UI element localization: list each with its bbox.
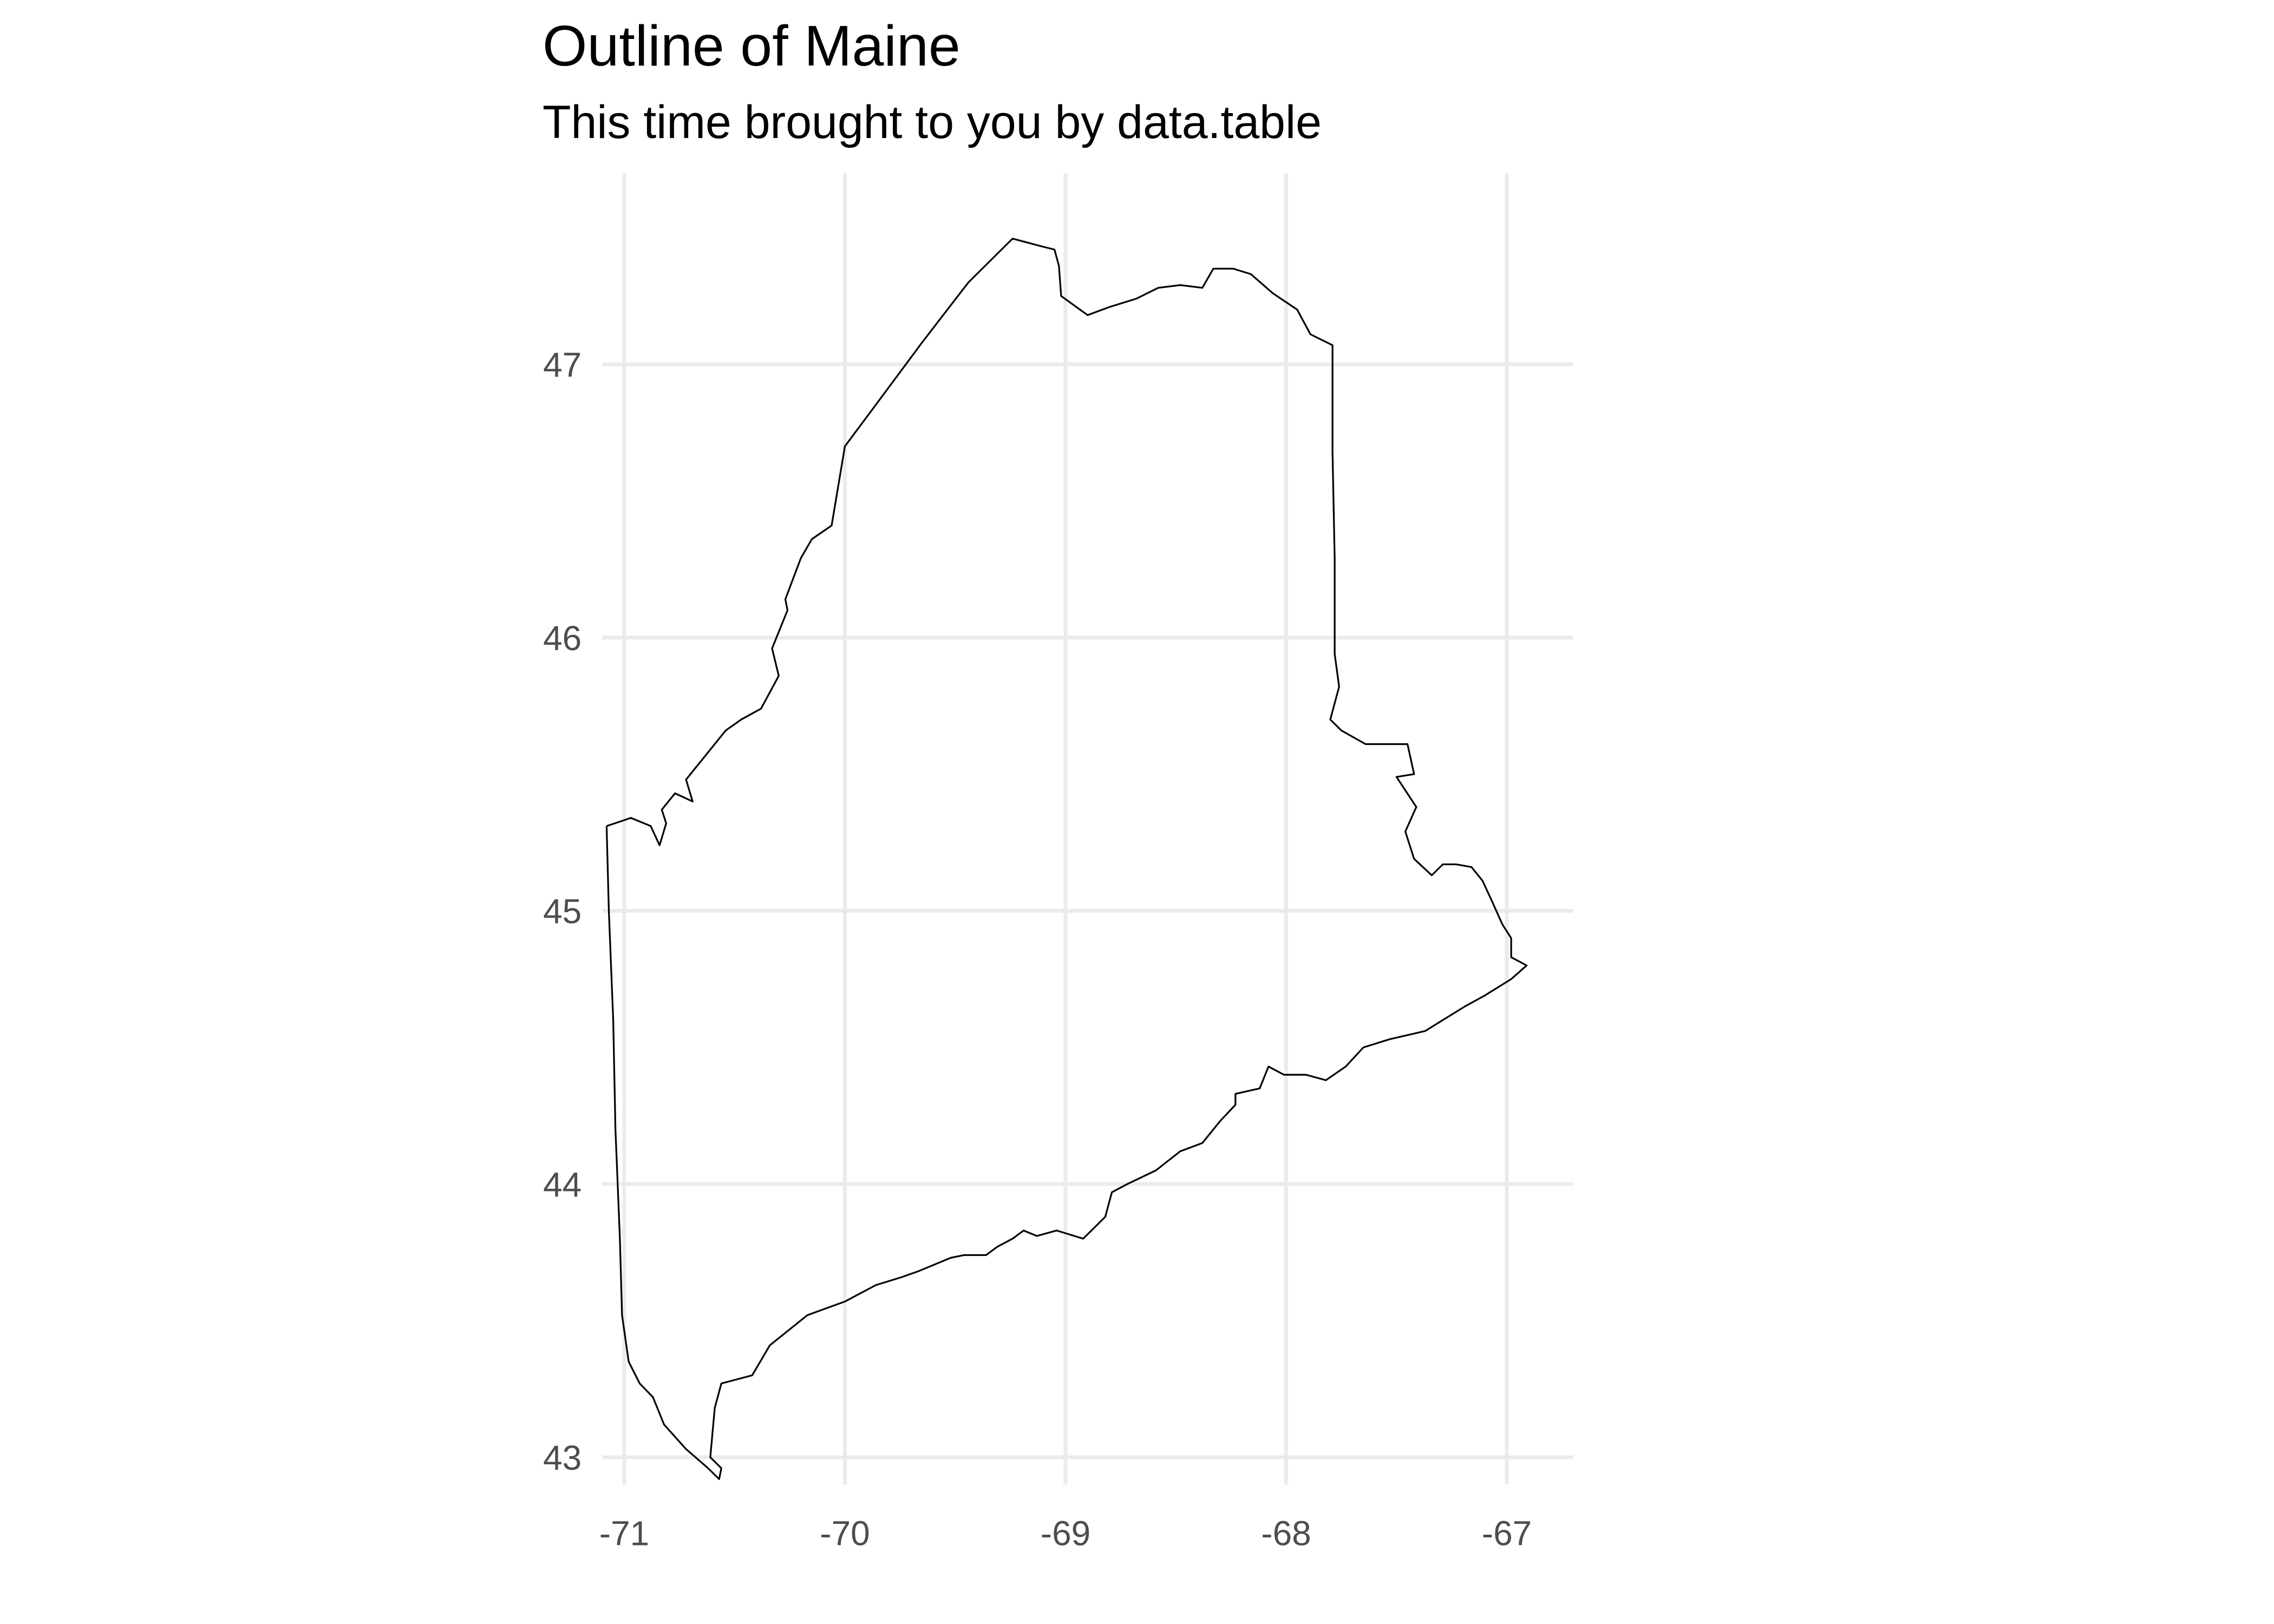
outline-layer	[605, 238, 1528, 1480]
x-tick-label: -71	[599, 1514, 650, 1553]
x-tick-label: -70	[820, 1514, 870, 1553]
y-gridlines	[602, 362, 1573, 1459]
y-tick-label: 45	[543, 892, 581, 931]
x-tick-label: -69	[1041, 1514, 1091, 1553]
y-axis-tick-labels: 43 44 45 46 47	[543, 345, 581, 1477]
x-tick-label: -68	[1261, 1514, 1311, 1553]
chart-subtitle: This time brought to you by data.table	[543, 96, 1322, 148]
chart-title: Outline of Maine	[543, 14, 960, 78]
maine-outline-path	[605, 238, 1528, 1480]
y-tick-label: 43	[543, 1438, 581, 1477]
y-tick-label: 47	[543, 345, 581, 384]
x-axis-tick-labels: -71 -70 -69 -68 -67	[599, 1514, 1532, 1553]
x-tick-label: -67	[1482, 1514, 1532, 1553]
y-tick-label: 46	[543, 619, 581, 658]
y-tick-label: 44	[543, 1165, 581, 1204]
x-gridlines	[622, 173, 1509, 1485]
